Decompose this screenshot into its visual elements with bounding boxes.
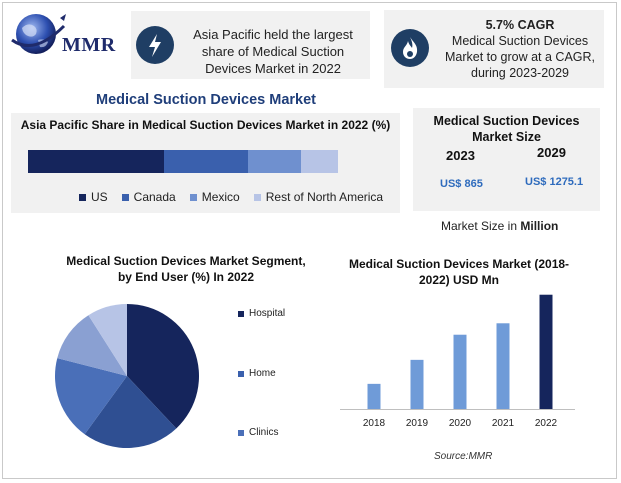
value-2023: US$ 865	[440, 178, 483, 190]
bar-2020	[453, 334, 467, 409]
share-segment-us	[28, 150, 165, 173]
x-tick-label-2018: 2018	[363, 418, 386, 429]
share-legend-item: Mexico	[189, 190, 240, 204]
legend-swatch	[238, 310, 244, 317]
legend-label: Rest of North America	[265, 190, 384, 204]
lightning-bolt-icon	[136, 26, 174, 64]
value-2029: US$ 1275.1	[525, 176, 584, 188]
legend-label: Clinics	[249, 427, 279, 438]
x-tick-label-2020: 2020	[449, 418, 472, 429]
regional-share-text: Asia Pacific held the largest share of M…	[193, 27, 353, 76]
legend-swatch	[189, 193, 197, 201]
pie-slice-clinics	[54, 358, 127, 435]
pie-legend-item-clinics: Clinics	[238, 427, 278, 438]
cagr-value: 5.7% CAGR	[485, 18, 555, 32]
year-2029-label: 2029	[537, 145, 566, 160]
legend-label: Home	[249, 368, 276, 379]
x-tick-label-2022: 2022	[535, 418, 558, 429]
pie-chart-title: Medical Suction Devices Market Segment, …	[66, 254, 306, 284]
legend-swatch	[238, 370, 244, 377]
logo-text: MMR	[62, 34, 116, 56]
share-chart-panel: Asia Pacific Share in Medical Suction De…	[11, 113, 400, 213]
market-bar-chart: 2018 2019 2020 2021 2022	[340, 294, 575, 429]
year-2023-label: 2023	[446, 148, 475, 163]
bar-chart-title: Medical Suction Devices Market (2018-202…	[348, 257, 570, 287]
stacked-share-bar	[28, 150, 338, 173]
mmr-logo: MMR	[10, 10, 125, 60]
x-tick-label-2021: 2021	[492, 418, 515, 429]
share-legend-item: US	[79, 190, 108, 204]
legend-label: Hospital	[249, 308, 286, 319]
cagr-description: Medical Suction Devices Market to grow a…	[444, 34, 596, 80]
globe-icon	[11, 14, 66, 54]
end-user-pie-chart	[54, 304, 199, 448]
legend-swatch	[238, 429, 244, 436]
market-size-title: Medical Suction Devices Market Size	[433, 114, 580, 144]
bar-2022	[539, 294, 553, 409]
market-size-unit-note: Market Size in Million	[441, 219, 558, 233]
pie-slice-home	[84, 376, 177, 448]
pie-slice-other-4	[88, 304, 127, 376]
share-segment-mexico	[248, 150, 301, 173]
share-legend: US Canada Mexico Rest of North America	[79, 190, 397, 204]
pie-legend-item-hospital: Hospital	[238, 308, 285, 319]
info-card-cagr: 5.7% CAGR Medical Suction Devices Market…	[384, 10, 604, 88]
page-title: Medical Suction Devices Market	[96, 92, 316, 108]
unit-note-prefix: Market Size in	[441, 219, 521, 233]
market-size-panel: Medical Suction Devices Market Size 2023…	[413, 108, 600, 211]
legend-label: Canada	[133, 190, 176, 204]
share-legend-item: Canada	[121, 190, 176, 204]
source-note: Source:MMR	[434, 451, 493, 462]
pie-slice-other-3	[57, 315, 128, 376]
legend-swatch	[121, 193, 129, 201]
info-card-regional: Asia Pacific held the largest share of M…	[131, 11, 370, 79]
bar-2018	[367, 383, 381, 409]
legend-swatch	[253, 193, 261, 201]
legend-swatch	[79, 193, 86, 201]
share-chart-title: Asia Pacific Share in Medical Suction De…	[20, 118, 391, 132]
share-segment-rest-of-north-america	[300, 150, 338, 173]
cagr-text-block: 5.7% CAGR Medical Suction Devices Market…	[438, 17, 602, 81]
pie-legend-item-home: Home	[238, 368, 276, 379]
legend-label: Mexico	[201, 190, 240, 204]
bar-2021	[496, 323, 510, 409]
flame-icon	[391, 29, 429, 67]
x-tick-label-2019: 2019	[406, 418, 429, 429]
bar-2019	[410, 359, 424, 409]
pie-slice-hospital	[127, 304, 199, 429]
share-legend-item: Rest of North America	[253, 190, 384, 204]
legend-label: US	[91, 190, 108, 204]
share-segment-canada	[164, 150, 249, 173]
unit-note-unit: Million	[520, 219, 559, 233]
